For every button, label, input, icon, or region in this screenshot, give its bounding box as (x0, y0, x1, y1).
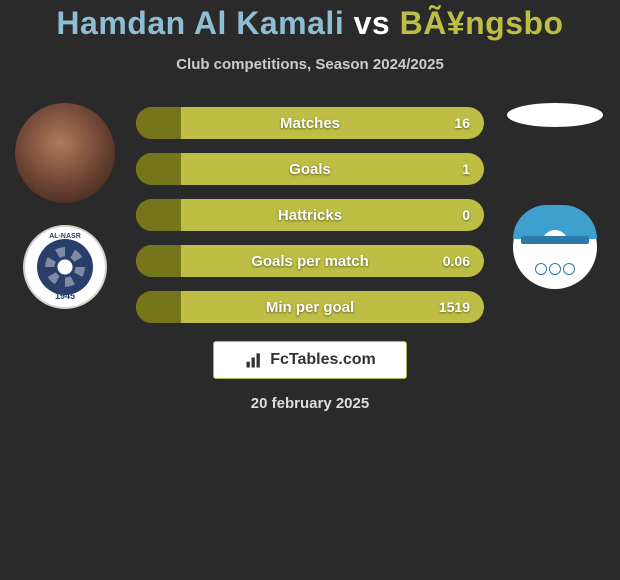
content-row: AL-NASR 1945 Matches 16 Goals 1 Hattricks 0 Go… (0, 101, 620, 323)
right-side (500, 101, 610, 289)
stat-bars: Matches 16 Goals 1 Hattricks 0 Goals per match… (136, 101, 484, 323)
club-right-band (521, 236, 588, 244)
source-badge[interactable]: FcTables.com (213, 341, 407, 379)
stat-label: Matches (280, 115, 340, 132)
stat-value-right: 1 (462, 161, 470, 177)
stat-bar: Matches 16 (136, 107, 484, 139)
stat-bar-left-fill (136, 291, 181, 323)
stat-label: Goals per match (251, 253, 369, 270)
page-title: Hamdan Al Kamali vs BÃ¥ngsbo (56, 5, 563, 42)
left-side: AL-NASR 1945 (10, 101, 120, 309)
stat-value-right: 1519 (439, 299, 470, 315)
subtitle: Club competitions, Season 2024/2025 (176, 56, 444, 73)
stat-label: Hattricks (278, 207, 342, 224)
stat-bar-left-fill (136, 245, 181, 277)
club-right-rings-icon (535, 263, 575, 275)
player1-name: Hamdan Al Kamali (56, 5, 344, 41)
player2-club-badge (513, 205, 597, 289)
stat-value-right: 16 (454, 115, 470, 131)
stat-bar: Goals 1 (136, 153, 484, 185)
player1-avatar (15, 103, 115, 203)
stat-bar: Goals per match 0.06 (136, 245, 484, 277)
player1-club-badge: AL-NASR 1945 (23, 225, 107, 309)
stat-value-right: 0.06 (443, 253, 470, 269)
stat-label: Goals (289, 161, 331, 178)
player2-avatar-placeholder (507, 103, 603, 127)
bar-chart-icon (244, 350, 264, 370)
comparison-card: Hamdan Al Kamali vs BÃ¥ngsbo Club compet… (0, 0, 620, 412)
club-left-year: 1945 (25, 291, 105, 301)
stat-bar: Min per goal 1519 (136, 291, 484, 323)
stat-bar: Hattricks 0 (136, 199, 484, 231)
stat-bar-left-fill (136, 153, 181, 185)
source-text: FcTables.com (270, 351, 376, 369)
stat-bar-left-fill (136, 199, 181, 231)
vs-text: vs (354, 5, 391, 41)
club-left-ball-icon (37, 239, 93, 295)
player2-name: BÃ¥ngsbo (400, 5, 564, 41)
date-text: 20 february 2025 (251, 395, 369, 412)
stat-label: Min per goal (266, 299, 354, 316)
stat-value-right: 0 (462, 207, 470, 223)
stat-bar-left-fill (136, 107, 181, 139)
